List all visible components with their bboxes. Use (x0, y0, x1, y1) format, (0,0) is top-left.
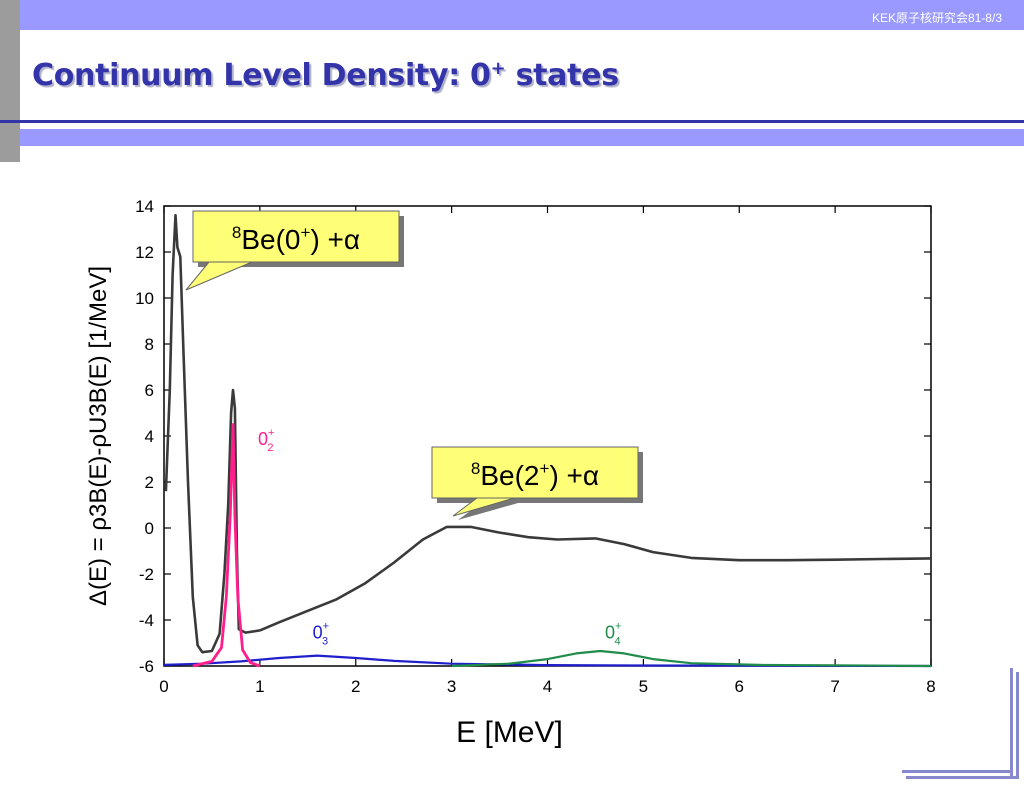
x-tick-label: 1 (255, 677, 264, 696)
callout-box (192, 210, 400, 263)
x-axis-label: E [MeV] (456, 716, 563, 749)
x-tick-label: 3 (447, 677, 456, 696)
y-tick-label: 12 (135, 243, 154, 262)
header-band (0, 0, 1024, 30)
series-line-0_2plus (192, 423, 261, 668)
title-rule (0, 120, 1024, 123)
y-tick-label: 2 (145, 473, 154, 492)
frame-corner (906, 776, 1019, 779)
frame-corner (902, 770, 1013, 773)
y-tick-label: 10 (135, 289, 154, 308)
series-line-total (164, 213, 932, 654)
callout-label: 8Be(2+) +α (471, 459, 599, 491)
x-tick-label: 5 (639, 677, 648, 696)
y-tick-label: -4 (139, 611, 154, 630)
y-tick-label: -2 (139, 565, 154, 584)
y-axis-label: Δ(E) = ρ3B(E)-ρU3B(E) [1/MeV] (85, 266, 112, 606)
callout-be8-0plus: 8Be(0+) +α (185, 210, 404, 291)
series-line-0_4plus (451, 649, 932, 668)
title-main: Continuum Level Density: 0 (32, 58, 491, 93)
state-label: 0+ 4 (605, 620, 621, 647)
title-band (20, 129, 1024, 146)
x-tick-label: 4 (543, 677, 552, 696)
x-tick-label: 8 (926, 677, 935, 696)
callout-be8-2plus: 8Be(2+) +α (431, 446, 643, 520)
page-title: Continuum Level Density: 0+ states (32, 58, 619, 93)
title-superscript: + (490, 58, 506, 79)
state-label: 0+ 2 (258, 427, 274, 454)
y-tick-label: 0 (145, 519, 154, 538)
frame-corner (1010, 668, 1013, 778)
x-tick-label: 6 (735, 677, 744, 696)
header-note: KEK原子核研究会81-8/3 (871, 11, 1002, 25)
y-tick-label: 14 (135, 197, 154, 216)
x-tick-label: 7 (830, 677, 839, 696)
title-tail: states (505, 58, 620, 93)
y-tick-label: 6 (145, 381, 154, 400)
callout-pointer (185, 261, 253, 291)
series-line-0_3plus (163, 654, 932, 668)
callout-label: 8Be(0+) +α (232, 223, 360, 255)
callout-box (431, 446, 639, 499)
y-tick-label: 8 (145, 335, 154, 354)
plot-frame (163, 205, 932, 667)
y-tick-label: -6 (139, 657, 154, 676)
y-tick-label: 4 (145, 427, 154, 446)
frame-corner (1016, 672, 1019, 778)
x-tick-label: 0 (159, 677, 168, 696)
state-label: 0+ 3 (313, 620, 329, 647)
callout-pointer-shadow (458, 503, 518, 520)
x-tick-label: 2 (351, 677, 360, 696)
